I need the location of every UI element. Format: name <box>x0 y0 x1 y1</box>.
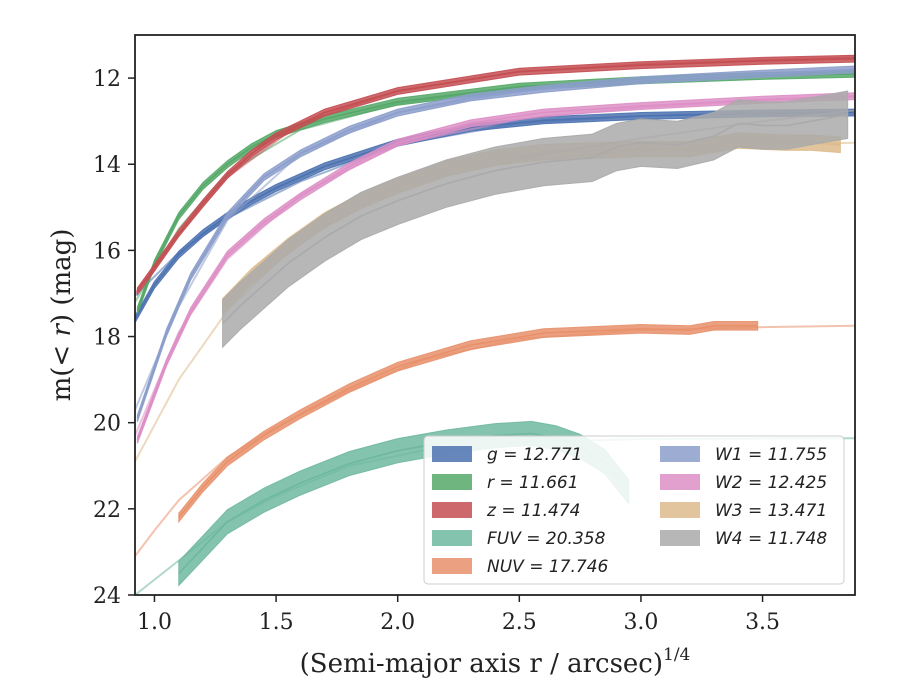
line-w4 <box>222 113 848 325</box>
legend-swatch <box>660 502 700 518</box>
x-tick-label: 3.0 <box>623 610 658 635</box>
legend-swatch <box>432 502 472 518</box>
y-tick-label: 16 <box>93 239 121 264</box>
legend-entry: NUV = 17.746 <box>487 557 609 577</box>
line-nuv <box>178 324 758 519</box>
line-z <box>136 57 855 292</box>
axes-layer: 1.0 1.5 2.0 2.5 3.0 3.5 12 14 16 18 20 22 24 <box>93 34 856 635</box>
line-w2 <box>136 95 855 441</box>
legend-swatch <box>432 446 472 462</box>
plot-frame <box>134 34 856 596</box>
band-z <box>136 54 855 297</box>
series-z <box>135 54 855 297</box>
legend-entry: z = 11.474 <box>486 501 580 521</box>
legend-entry: FUV = 20.358 <box>487 529 606 549</box>
legend-swatch <box>432 474 472 490</box>
y-tick-label: 24 <box>93 584 121 609</box>
y-tick-label: 18 <box>93 326 121 351</box>
band-r <box>136 69 855 315</box>
x-tick-label: 1.0 <box>137 610 172 635</box>
band-w1 <box>136 65 855 422</box>
legend-entry: W2 = 12.425 <box>715 473 827 493</box>
legend-entry: W3 = 13.471 <box>715 501 827 521</box>
legend-entry: W4 = 11.748 <box>715 529 827 549</box>
band-w4 <box>222 90 849 349</box>
series-nuv <box>135 321 855 558</box>
x-tick-label: 2.5 <box>502 610 537 635</box>
legend: g = 12.771 r = 11.661 z = 11.474 FUV = 20.3… <box>423 435 845 585</box>
legend-entry: g = 12.771 <box>487 445 582 465</box>
legend-swatch <box>660 474 700 490</box>
legend-swatch <box>660 530 700 546</box>
series-w1 <box>135 65 855 422</box>
y-axis-label: m(< r) (mag) <box>47 229 77 402</box>
legend-entry: r = 11.661 <box>487 473 579 493</box>
series-w2 <box>135 92 855 444</box>
x-tick-label: 2.0 <box>380 610 415 635</box>
x-axis-label: (Semi-major axis r / arcsec)1/4 <box>300 645 691 679</box>
legend-swatch <box>660 446 700 462</box>
line-g <box>135 111 855 320</box>
x-tick-label: 3.5 <box>745 610 780 635</box>
y-tick-label: 12 <box>93 67 121 92</box>
band-nuv <box>178 321 759 524</box>
legend-entry: W1 = 11.755 <box>715 445 827 465</box>
y-tick-label: 14 <box>93 153 121 178</box>
y-tick-label: 22 <box>93 498 121 523</box>
band-w2 <box>136 92 855 444</box>
x-tick-label: 1.5 <box>259 610 294 635</box>
legend-swatch <box>432 530 472 546</box>
y-tick-label: 20 <box>93 412 121 437</box>
legend-swatch <box>432 558 472 574</box>
series-w4 <box>222 90 855 349</box>
legend-box <box>423 435 845 585</box>
line-w1 <box>136 68 855 419</box>
